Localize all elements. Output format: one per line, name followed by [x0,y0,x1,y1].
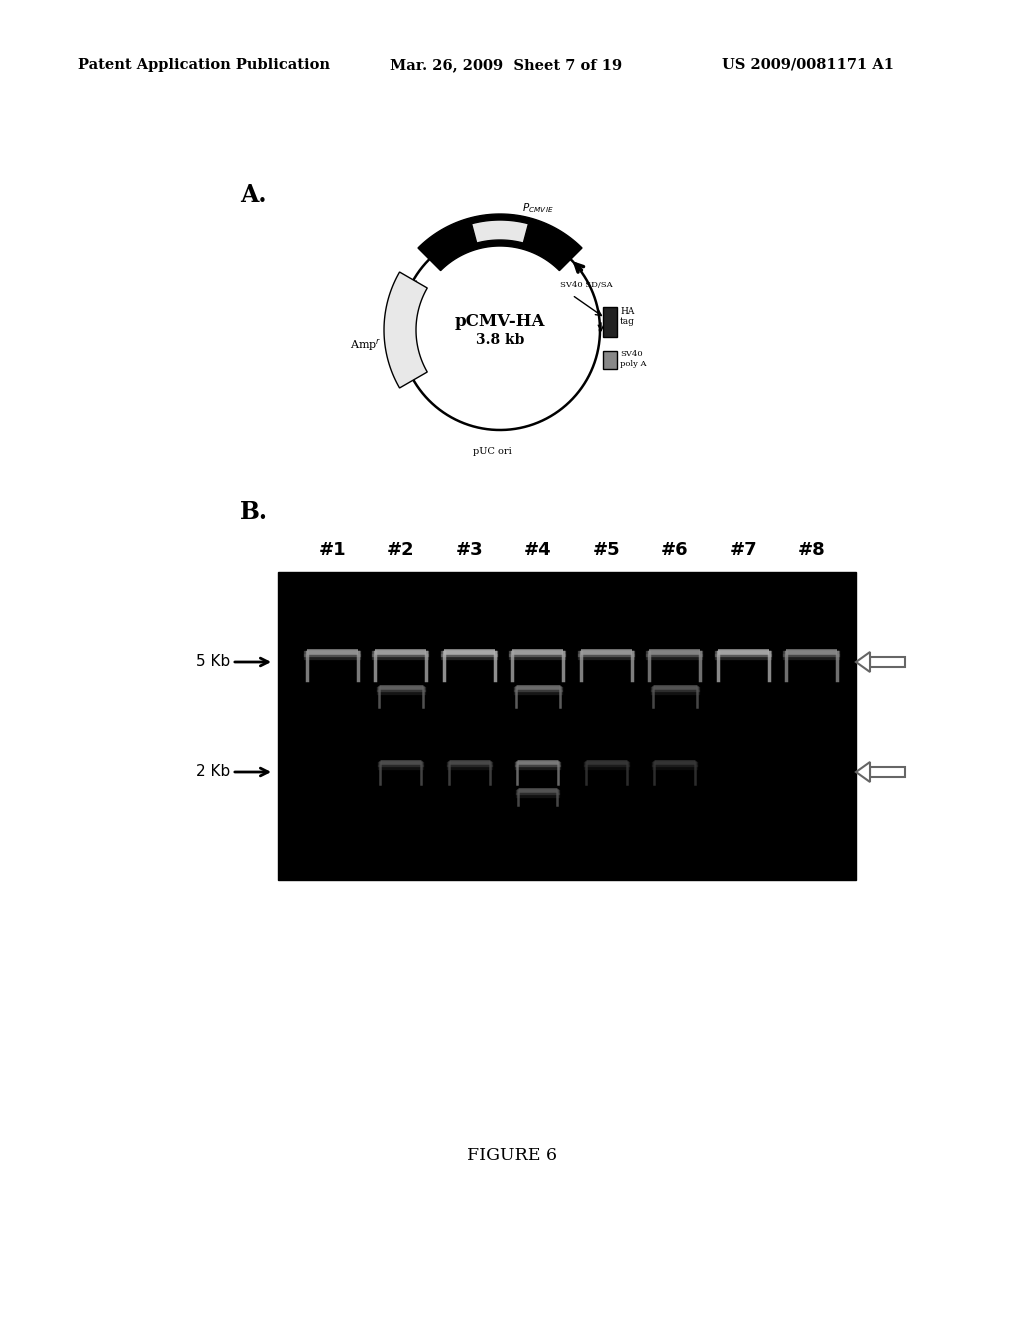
Bar [278,572,856,880]
Text: Patent Application Publication: Patent Application Publication [78,58,330,73]
Text: Mar. 26, 2009  Sheet 7 of 19: Mar. 26, 2009 Sheet 7 of 19 [390,58,623,73]
Text: $P_{CMV\,IE}$: $P_{CMV\,IE}$ [522,201,554,215]
Text: #6: #6 [660,541,688,558]
Text: 2 Kb: 2 Kb [196,764,230,780]
Text: FIGURE 6: FIGURE 6 [467,1147,557,1163]
Bar [603,351,617,370]
Text: US 2009/0081171 A1: US 2009/0081171 A1 [722,58,894,73]
Text: 3.8 kb: 3.8 kb [476,333,524,347]
Text: #1: #1 [318,541,346,558]
Polygon shape [418,214,582,271]
Text: Amp$^r$: Amp$^r$ [350,338,382,352]
Text: A.: A. [240,183,266,207]
Text: tag: tag [620,318,635,326]
Text: poly A: poly A [620,360,646,368]
Text: HA: HA [620,308,635,317]
Text: pUC ori: pUC ori [473,447,511,457]
Text: #3: #3 [456,541,483,558]
Text: #5: #5 [593,541,621,558]
Bar [870,767,905,777]
Bar [603,308,617,337]
Polygon shape [856,652,870,672]
Bar [870,657,905,667]
Text: SV40: SV40 [620,350,643,358]
Text: 5 Kb: 5 Kb [196,655,230,669]
Text: SV40 SD/SA: SV40 SD/SA [560,281,612,289]
Polygon shape [471,220,528,243]
Text: #4: #4 [524,541,552,558]
Text: #2: #2 [387,541,415,558]
Polygon shape [384,272,427,388]
Text: #7: #7 [729,541,757,558]
Text: #8: #8 [798,541,825,558]
Text: B.: B. [240,500,268,524]
Polygon shape [856,762,870,781]
Text: pCMV-HA: pCMV-HA [455,314,545,330]
